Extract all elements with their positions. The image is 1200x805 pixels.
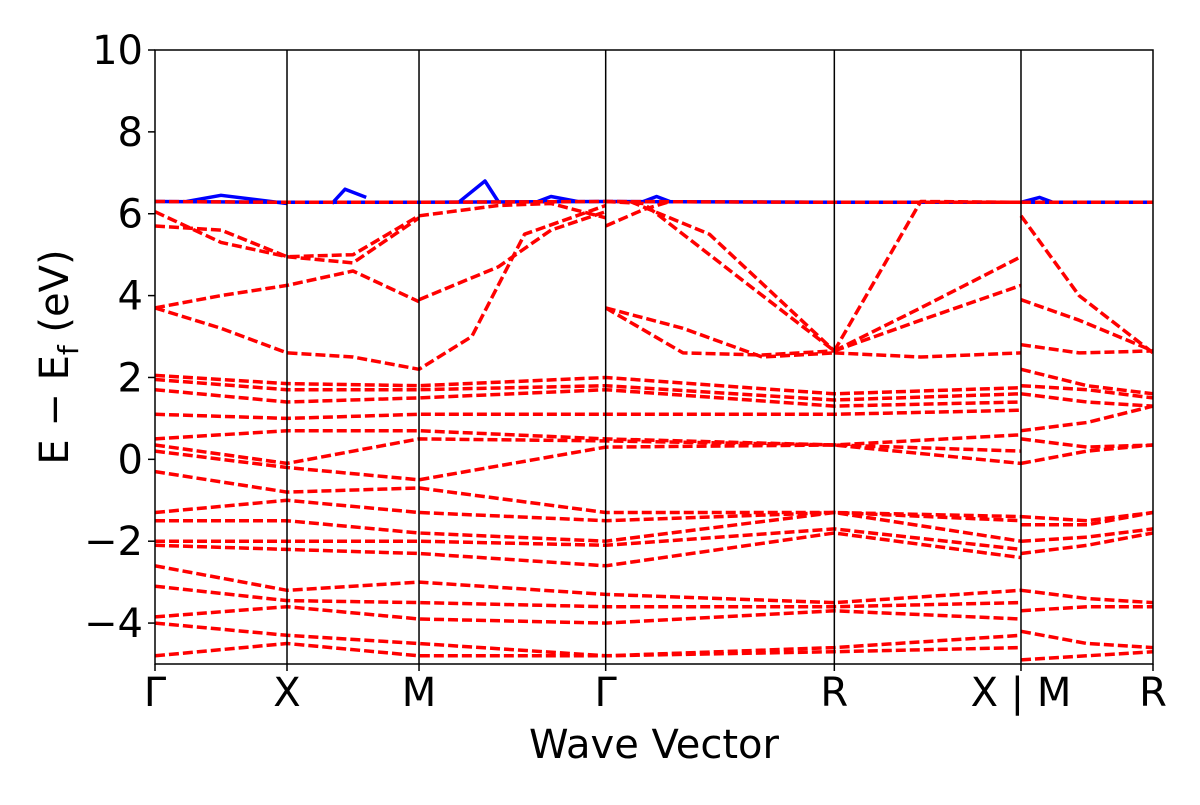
dashed-band-43 [1020, 510, 1153, 523]
dashed-band-41 [1020, 437, 1153, 449]
y-tick-label: −4 [84, 601, 143, 647]
y-tick-label: 4 [118, 274, 143, 320]
y-tick-label: −2 [84, 519, 143, 565]
dashed-band-35 [155, 621, 1022, 658]
dashed-band-47 [1020, 588, 1153, 605]
y-axis-label: E − Ef (eV) [32, 249, 85, 464]
dashed-band-28 [155, 498, 1022, 523]
dashed-band-38 [1020, 383, 1153, 400]
dashed-band-26 [155, 443, 1022, 482]
dashed-band-9 [605, 306, 835, 359]
x-tick-label: R [820, 670, 848, 716]
x-tick-label: Γ [595, 670, 618, 716]
y-tick-label: 2 [118, 355, 143, 401]
x-tick-label: M [402, 670, 437, 716]
dashed-band-16 [834, 351, 1022, 359]
dashed-band-27 [155, 469, 1022, 519]
dashed-band-13 [832, 199, 1022, 352]
dashed-band-31 [155, 531, 1022, 568]
dashed-band-48 [1020, 604, 1153, 613]
dashed-band-33 [155, 584, 1022, 609]
high-symmetry-lines [286, 50, 1022, 664]
dashed-band-25 [155, 437, 1022, 466]
dashed-band-11 [629, 199, 836, 353]
dashed-band-40 [1020, 404, 1153, 433]
dashed-band-6 [605, 199, 671, 228]
dashed-band-0 [155, 199, 1021, 205]
dashed-band-45 [1020, 527, 1153, 543]
band-lines [155, 179, 1153, 662]
solid-band-3 [457, 179, 500, 204]
dashed-band-39 [1020, 392, 1153, 408]
dashed-band-20 [155, 373, 1022, 396]
dashed-band-21 [155, 377, 1022, 402]
dashed-band-10 [604, 306, 835, 357]
dashed-band-30 [155, 527, 1022, 552]
x-tick-label: X [273, 670, 300, 716]
x-axis-label: Wave Vector [529, 722, 780, 768]
dashed-band-29 [155, 510, 1022, 543]
solid-band-5 [642, 194, 671, 204]
dashed-band-44 [1021, 510, 1153, 527]
dashed-band-18 [1020, 298, 1153, 353]
y-axis-ticks: −4 −2 0 2 4 6 8 10 [84, 28, 155, 647]
x-tick-label: Γ [144, 670, 167, 716]
dashed-band-46 [1020, 531, 1153, 556]
dashed-band-4 [418, 201, 607, 220]
dashed-band-50 [1020, 649, 1153, 662]
y-axis-label-unit: (eV) [32, 249, 78, 345]
solid-band-2 [330, 187, 367, 205]
x-axis-ticks: Γ X M Γ R X | M R [144, 664, 1167, 716]
dashed-band-32 [155, 564, 1022, 605]
y-tick-label: 0 [118, 437, 143, 483]
dashed-band-14 [833, 255, 1022, 353]
dashed-band-22 [155, 387, 1022, 408]
y-tick-label: 8 [118, 110, 143, 156]
y-axis-label-subscript: f [52, 344, 85, 355]
dashed-band-8 [155, 203, 607, 372]
dashed-band-3 [155, 214, 420, 259]
solid-band-4 [537, 194, 578, 204]
dashed-band-12 [605, 199, 836, 353]
x-tick-label: X | M [971, 670, 1072, 716]
dashed-band-19 [1020, 342, 1153, 355]
solid-band-1 [186, 193, 288, 206]
y-axis-label-main: E − E [32, 355, 78, 465]
x-tick-label: R [1139, 670, 1167, 716]
dashed-band-42 [1020, 443, 1153, 466]
dashed-band-15 [833, 283, 1022, 353]
dashed-band-23 [155, 408, 1022, 421]
dashed-band-49 [1020, 629, 1153, 650]
dashed-band-37 [1020, 367, 1153, 396]
dashed-band-17 [1019, 214, 1153, 355]
dashed-band-24 [155, 428, 1022, 447]
y-tick-label: 10 [92, 28, 143, 74]
y-tick-label: 6 [118, 192, 143, 238]
dashed-band-36 [155, 641, 1022, 658]
dashed-band-5 [418, 210, 607, 302]
dashed-band-34 [155, 604, 1022, 625]
plot-frame [154, 49, 1154, 665]
